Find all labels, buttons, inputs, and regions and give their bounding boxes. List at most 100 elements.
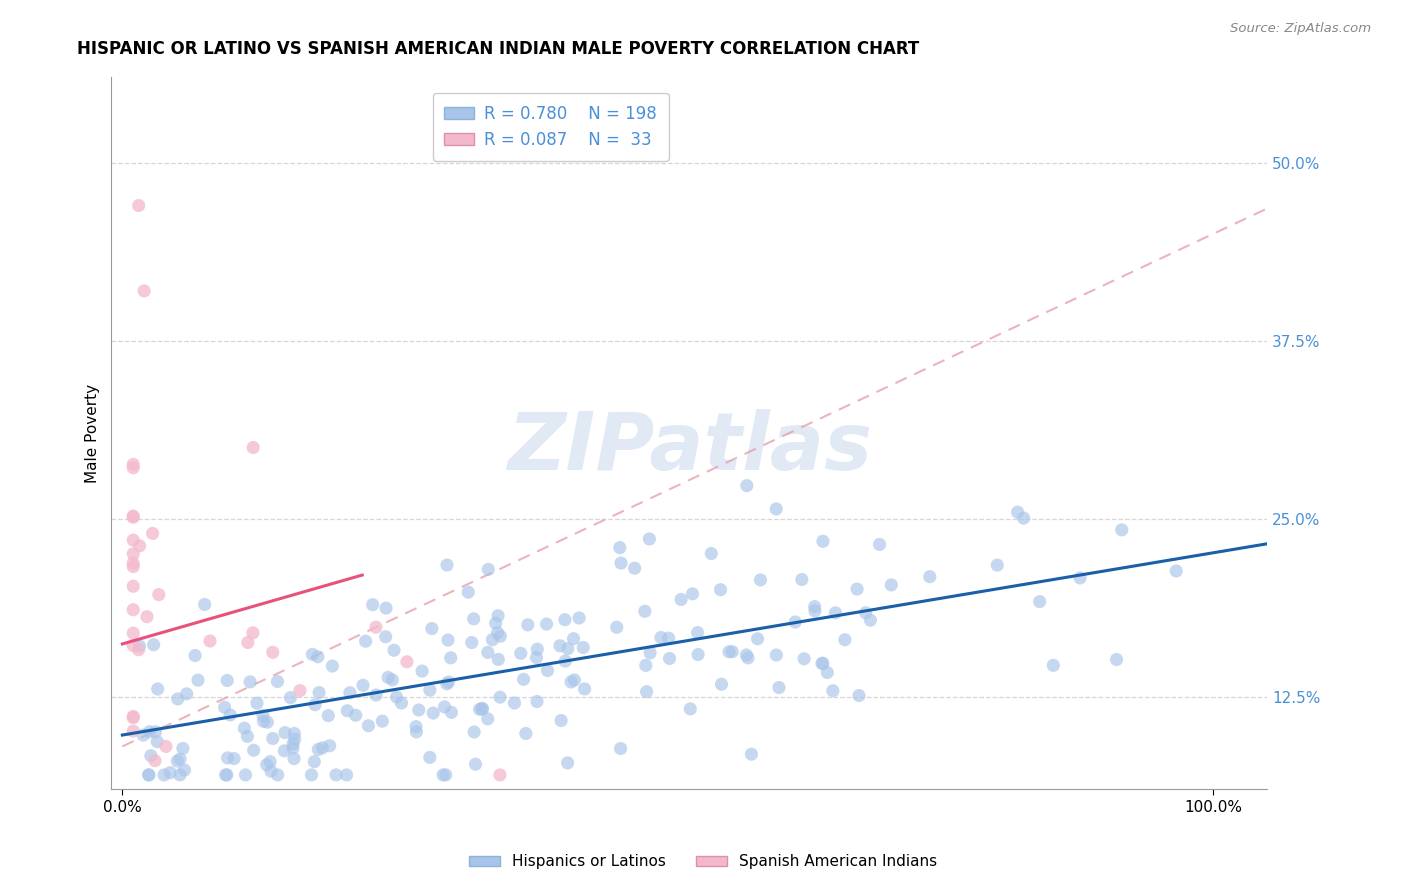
Point	[361, 598, 384, 612]
Point	[815, 665, 838, 680]
Point	[364, 620, 387, 634]
Point	[718, 645, 741, 659]
Point	[658, 631, 681, 645]
Point	[274, 725, 297, 739]
Point	[437, 633, 460, 648]
Point	[217, 673, 239, 688]
Point	[405, 720, 427, 734]
Point	[422, 706, 444, 720]
Point	[574, 681, 596, 696]
Point	[321, 659, 343, 673]
Point	[464, 757, 486, 772]
Point	[804, 604, 827, 618]
Point	[463, 725, 485, 739]
Point	[339, 686, 361, 700]
Point	[184, 648, 207, 663]
Point	[477, 712, 499, 726]
Point	[281, 737, 304, 751]
Point	[122, 556, 145, 570]
Point	[236, 635, 259, 649]
Point	[357, 719, 380, 733]
Point	[461, 635, 484, 649]
Point	[1042, 658, 1064, 673]
Point	[436, 677, 458, 691]
Point	[634, 658, 657, 673]
Point	[138, 768, 160, 782]
Point	[515, 726, 537, 740]
Point	[146, 681, 169, 696]
Point	[122, 547, 145, 561]
Point	[142, 638, 165, 652]
Point	[503, 696, 526, 710]
Point	[669, 592, 692, 607]
Point	[481, 632, 503, 647]
Point	[354, 634, 377, 648]
Point	[650, 631, 672, 645]
Point	[436, 558, 458, 572]
Text: ZIPatlas: ZIPatlas	[508, 409, 872, 486]
Point	[198, 634, 221, 648]
Point	[634, 604, 657, 618]
Point	[385, 690, 408, 704]
Point	[128, 639, 150, 653]
Point	[420, 622, 443, 636]
Point	[283, 726, 305, 740]
Point	[138, 768, 160, 782]
Point	[408, 703, 430, 717]
Point	[273, 744, 295, 758]
Point	[1007, 505, 1029, 519]
Point	[918, 569, 941, 583]
Point	[557, 641, 579, 656]
Point	[173, 763, 195, 777]
Point	[122, 711, 145, 725]
Point	[848, 689, 870, 703]
Point	[301, 768, 323, 782]
Point	[562, 632, 585, 646]
Point	[288, 683, 311, 698]
Point	[536, 664, 558, 678]
Point	[283, 751, 305, 765]
Point	[735, 478, 758, 492]
Point	[419, 683, 441, 698]
Point	[138, 724, 160, 739]
Point	[122, 509, 145, 524]
Point	[391, 696, 413, 710]
Point	[572, 640, 595, 655]
Point	[242, 441, 264, 455]
Point	[437, 675, 460, 690]
Point	[834, 632, 856, 647]
Point	[242, 625, 264, 640]
Point	[128, 642, 150, 657]
Point	[304, 698, 326, 712]
Point	[143, 754, 166, 768]
Point	[526, 642, 548, 657]
Point	[364, 688, 387, 702]
Point	[477, 562, 499, 576]
Point	[325, 768, 347, 782]
Point	[790, 573, 813, 587]
Point	[377, 670, 399, 684]
Point	[172, 741, 194, 756]
Point	[846, 582, 869, 596]
Point	[259, 755, 281, 769]
Point	[194, 598, 217, 612]
Point	[169, 752, 191, 766]
Point	[122, 458, 145, 472]
Point	[256, 757, 278, 772]
Point	[381, 673, 404, 687]
Point	[686, 625, 709, 640]
Point	[477, 645, 499, 659]
Point	[550, 714, 572, 728]
Point	[1166, 564, 1188, 578]
Point	[411, 664, 433, 678]
Point	[155, 739, 177, 754]
Point	[560, 675, 582, 690]
Point	[526, 650, 548, 665]
Point	[737, 651, 759, 665]
Point	[308, 685, 330, 699]
Point	[307, 649, 329, 664]
Point	[122, 639, 145, 653]
Point	[344, 708, 367, 723]
Point	[811, 657, 834, 671]
Point	[554, 613, 576, 627]
